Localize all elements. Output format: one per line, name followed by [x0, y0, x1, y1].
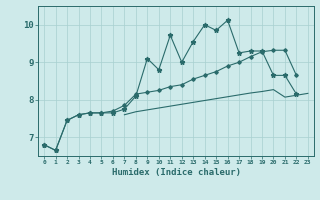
X-axis label: Humidex (Indice chaleur): Humidex (Indice chaleur) [111, 168, 241, 177]
